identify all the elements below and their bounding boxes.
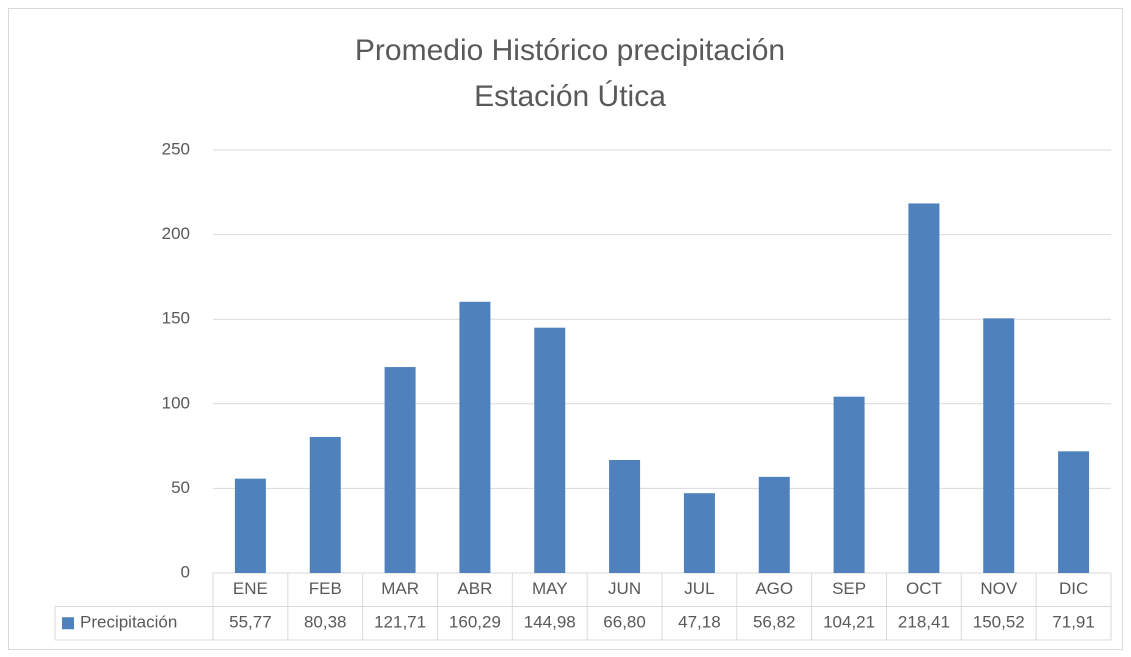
bar xyxy=(234,478,266,573)
data-table-value: 55,77 xyxy=(229,613,272,632)
x-tick-label: SEP xyxy=(832,579,866,598)
chart-title: Promedio Histórico precipitación xyxy=(355,34,785,67)
x-tick-label: FEB xyxy=(309,579,342,598)
bar xyxy=(384,367,416,573)
bar xyxy=(833,396,865,573)
data-table-value: 56,82 xyxy=(753,613,796,632)
data-table-value: 218,41 xyxy=(898,613,950,632)
legend-swatch xyxy=(62,617,74,630)
data-table-value: 150,52 xyxy=(973,613,1025,632)
y-tick-label: 100 xyxy=(162,393,190,412)
bar xyxy=(609,459,641,573)
bar xyxy=(983,318,1015,573)
x-tick-label: NOV xyxy=(980,579,1018,598)
data-table-value: 66,80 xyxy=(603,613,646,632)
data-table-value: 160,29 xyxy=(449,613,501,632)
bar xyxy=(683,493,715,573)
x-tick-label: MAR xyxy=(381,579,419,598)
x-tick-label: AGO xyxy=(755,579,793,598)
x-tick-label: DIC xyxy=(1059,579,1088,598)
bar xyxy=(534,327,566,573)
x-tick-label: ENE xyxy=(233,579,268,598)
data-table-value: 71,91 xyxy=(1052,613,1095,632)
data-table-value: 121,71 xyxy=(374,613,426,632)
data-table-value: 80,38 xyxy=(304,613,347,632)
y-tick-label: 200 xyxy=(162,224,190,243)
legend-label: Precipitación xyxy=(80,613,177,632)
y-tick-label: 50 xyxy=(171,478,190,497)
y-tick-label: 150 xyxy=(162,309,190,328)
bar xyxy=(1058,451,1090,573)
y-tick-label: 0 xyxy=(181,562,190,581)
data-table-value: 104,21 xyxy=(823,613,875,632)
x-tick-label: MAY xyxy=(532,579,568,598)
bar xyxy=(758,476,790,573)
x-tick-label: OCT xyxy=(906,579,942,598)
x-tick-label: JUN xyxy=(608,579,641,598)
bar xyxy=(309,436,341,573)
data-table-value: 144,98 xyxy=(524,613,576,632)
bar xyxy=(459,301,491,573)
chart-title: Estación Útica xyxy=(474,80,666,113)
x-tick-label: ABR xyxy=(457,579,492,598)
bar xyxy=(908,203,940,573)
data-table-value: 47,18 xyxy=(678,613,721,632)
y-tick-label: 250 xyxy=(162,139,190,158)
x-tick-label: JUL xyxy=(684,579,714,598)
